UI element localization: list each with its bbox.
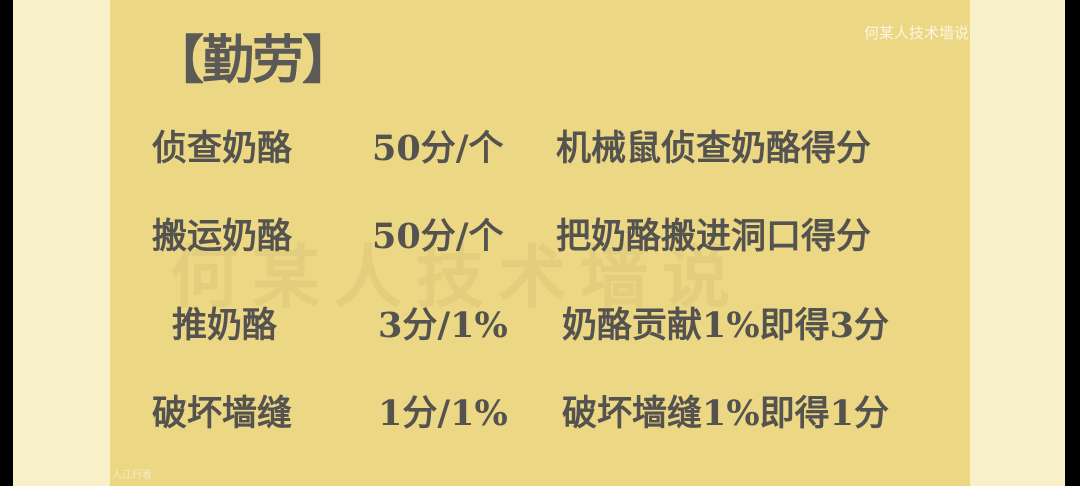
score: 50分/个 [372, 216, 504, 257]
description: 机械鼠侦查奶酪得分 [556, 128, 872, 169]
score-row: 推奶酪 3分/1% 奶酪贡献1%即得3分 [0, 297, 1080, 347]
score: 3分/1% [378, 305, 508, 346]
bottom-watermark: 人江行者 [112, 470, 152, 481]
action: 破坏墙缝 [152, 393, 293, 434]
score: 50分/个 [372, 128, 504, 169]
score: 1分/1% [378, 393, 508, 434]
action: 推奶酪 [172, 305, 278, 346]
slide [110, 0, 970, 486]
score-row: 搬运奶酪 50分/个 把奶酪搬进洞口得分 [0, 208, 1080, 258]
section-title: 【勤劳】 [152, 31, 354, 91]
action: 侦查奶酪 [152, 128, 293, 169]
score-row: 侦查奶酪 50分/个 机械鼠侦查奶酪得分 [0, 120, 1080, 170]
description: 破坏墙缝1%即得1分 [562, 393, 889, 434]
description: 把奶酪搬进洞口得分 [556, 216, 872, 257]
action: 搬运奶酪 [152, 216, 293, 257]
channel-watermark: 何某人技术墙说 [864, 24, 970, 42]
score-row: 破坏墙缝 1分/1% 破坏墙缝1%即得1分 [0, 385, 1080, 435]
watermark: 何某人技术墙说 [170, 239, 745, 318]
description: 奶酪贡献1%即得3分 [562, 305, 889, 346]
